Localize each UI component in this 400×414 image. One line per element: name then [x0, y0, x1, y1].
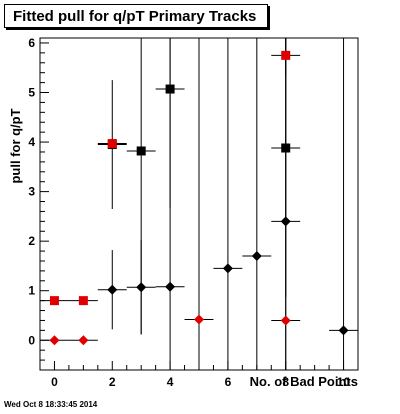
black-diamond-marker — [107, 284, 118, 295]
black-square-marker — [281, 143, 291, 153]
y-axis-label: pull for q/pT — [8, 108, 23, 183]
y-tick-label: 4 — [28, 135, 35, 149]
black-diamond-marker — [165, 281, 176, 292]
y-tick-label: 1 — [28, 284, 35, 298]
black-square-marker — [136, 146, 146, 156]
black-diamond-marker — [251, 251, 262, 262]
y-tick-label: 2 — [28, 234, 35, 248]
black-diamond-marker — [222, 263, 233, 274]
black-diamond-marker — [136, 282, 147, 293]
red-diamond-marker — [194, 314, 204, 325]
black-diamond-marker — [280, 216, 291, 227]
y-tick-label: 3 — [28, 185, 35, 199]
chart-title: Fitted pull for q/pT Primary Tracks — [13, 7, 257, 25]
x-tick-label: 0 — [51, 375, 58, 389]
chart-title-box: Fitted pull for q/pT Primary Tracks — [4, 4, 268, 28]
y-tick-label: 5 — [28, 86, 35, 100]
y-tick-label: 0 — [28, 333, 35, 347]
red-square-marker — [49, 296, 59, 306]
red-diamond-marker — [280, 315, 291, 326]
y-tick-label: 6 — [28, 36, 35, 50]
x-tick-label: 6 — [225, 375, 232, 389]
x-tick-label: 8 — [282, 375, 289, 389]
red-diamond-marker — [78, 335, 89, 346]
x-tick-label: 4 — [167, 375, 174, 389]
x-tick-label: 2 — [109, 375, 116, 389]
timestamp: Wed Oct 8 18:33:45 2014 — [4, 400, 98, 409]
black-square-marker — [165, 84, 175, 94]
tick-labels: 0 2 4 6 8 10 0 1 2 3 4 5 6 — [28, 36, 350, 389]
red-square-marker — [107, 139, 117, 149]
x-axis-label: No. of Bad Points — [250, 374, 358, 389]
red-square-marker — [78, 296, 88, 306]
data-markers — [49, 50, 349, 346]
red-diamond-marker — [49, 335, 60, 346]
black-diamond-marker — [338, 325, 349, 336]
red-square-marker — [281, 50, 291, 60]
x-tick-label: 10 — [337, 375, 351, 389]
